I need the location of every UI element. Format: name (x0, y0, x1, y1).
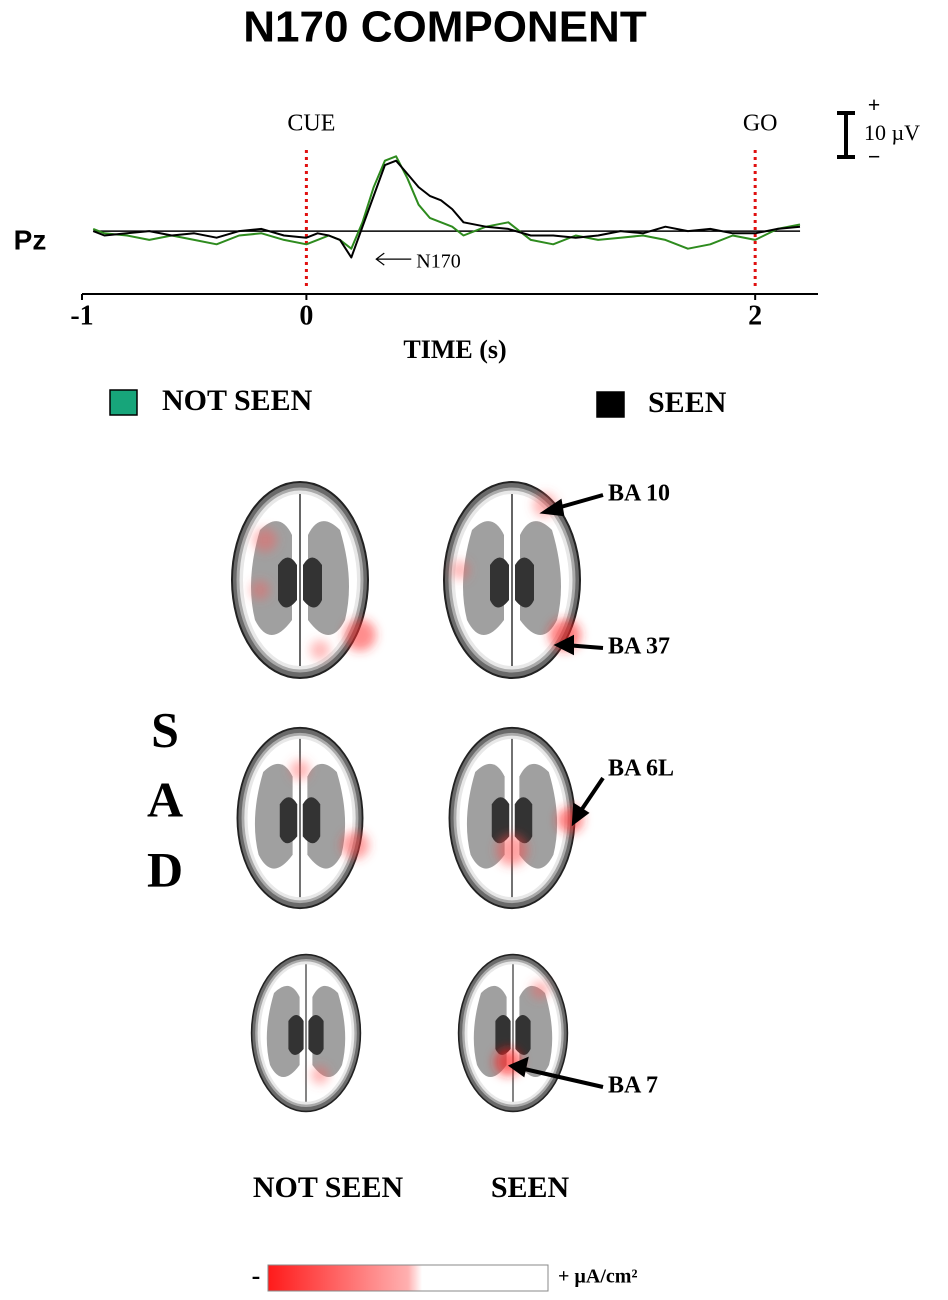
region-label: BA 7 (608, 1073, 658, 1099)
scale-label: 10 µV (864, 120, 920, 145)
series-line (92, 155, 801, 250)
brain-slice (230, 480, 370, 680)
colorbar (267, 1264, 549, 1292)
legend-swatch (109, 389, 138, 416)
event-label: CUE (287, 111, 335, 137)
colorbar-min-label: - (252, 1261, 261, 1290)
annotation-arrow (375, 252, 412, 266)
y-axis-label: Pz (14, 224, 47, 255)
brain-images (230, 480, 583, 1113)
column-label: NOT SEEN (253, 1171, 404, 1204)
brain-slice (457, 953, 569, 1113)
column-label: SEEN (491, 1171, 570, 1204)
event-label: GO (743, 111, 778, 137)
x-axis-label: TIME (s) (403, 335, 506, 364)
region-arrows (507, 493, 605, 1089)
colorbar-max-label: + µA/cm² (558, 1266, 637, 1288)
x-tick-label: 2 (748, 300, 762, 331)
chart-title: N170 COMPONENT (243, 3, 647, 52)
group-letter: A (147, 771, 183, 827)
brain-slice (250, 953, 362, 1113)
series-line (92, 159, 801, 259)
brain-slice (235, 726, 365, 910)
region-label: BA 10 (608, 481, 670, 507)
legend-label: SEEN (648, 386, 727, 419)
scale-minus: − (868, 144, 881, 169)
group-letter: S (151, 701, 179, 757)
legend-swatch (596, 391, 625, 418)
waveform-plot: -1 0 2 CUE GO N170 +10 µV− NOT SEEN SEEN (70, 92, 920, 419)
scale-plus: + (868, 92, 881, 117)
region-label: BA 37 (608, 634, 670, 660)
legend-label: NOT SEEN (162, 384, 313, 417)
x-tick-label: 0 (299, 300, 313, 331)
group-letter: D (147, 841, 183, 897)
annotation-label: N170 (416, 251, 460, 273)
region-label: BA 6L (608, 756, 674, 782)
brain-slice (447, 726, 577, 910)
x-tick-label: -1 (70, 300, 93, 331)
